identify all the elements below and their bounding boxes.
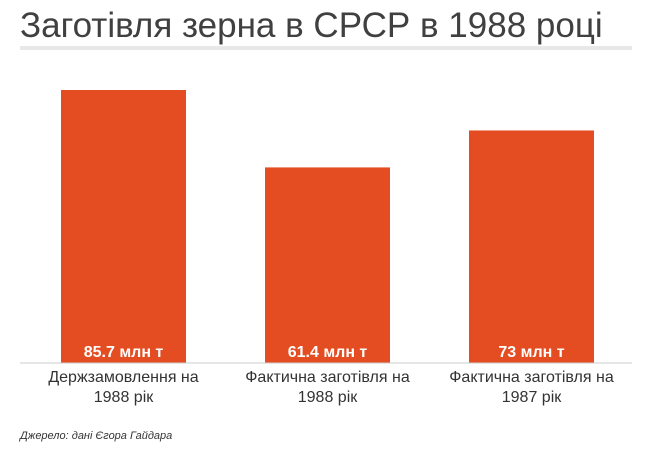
- bars-group: [61, 90, 594, 363]
- chart-title: Заготівля зерна в СРСР в 1988 році: [20, 6, 603, 45]
- source-note: Джерело: дані Єгора Гайдара: [20, 430, 173, 442]
- category-label-2-line-1: Фактична заготівля на: [245, 369, 410, 386]
- bar-3: [469, 130, 594, 363]
- bar-1: [61, 90, 186, 363]
- bar-value-label-2: 61.4 млн т: [288, 344, 368, 361]
- bar-value-label-1: 85.7 млн т: [84, 344, 164, 361]
- category-label-1-line-1: Держзамовлення на: [48, 369, 198, 386]
- category-label-2-line-2: 1988 рік: [298, 389, 358, 406]
- category-label-3-line-1: Фактична заготівля на: [449, 369, 614, 386]
- bar-2: [265, 167, 390, 363]
- title-underline: [20, 46, 632, 50]
- category-label-1-line-2: 1988 рік: [94, 389, 154, 406]
- bar-value-label-3: 73 млн т: [498, 344, 564, 361]
- category-labels-group: Держзамовлення на 1988 рік Фактична заготі…: [48, 369, 614, 406]
- value-labels-group: 85.7 млн т 61.4 млн т 73 млн т: [84, 344, 565, 361]
- category-label-3-line-2: 1987 рік: [502, 389, 562, 406]
